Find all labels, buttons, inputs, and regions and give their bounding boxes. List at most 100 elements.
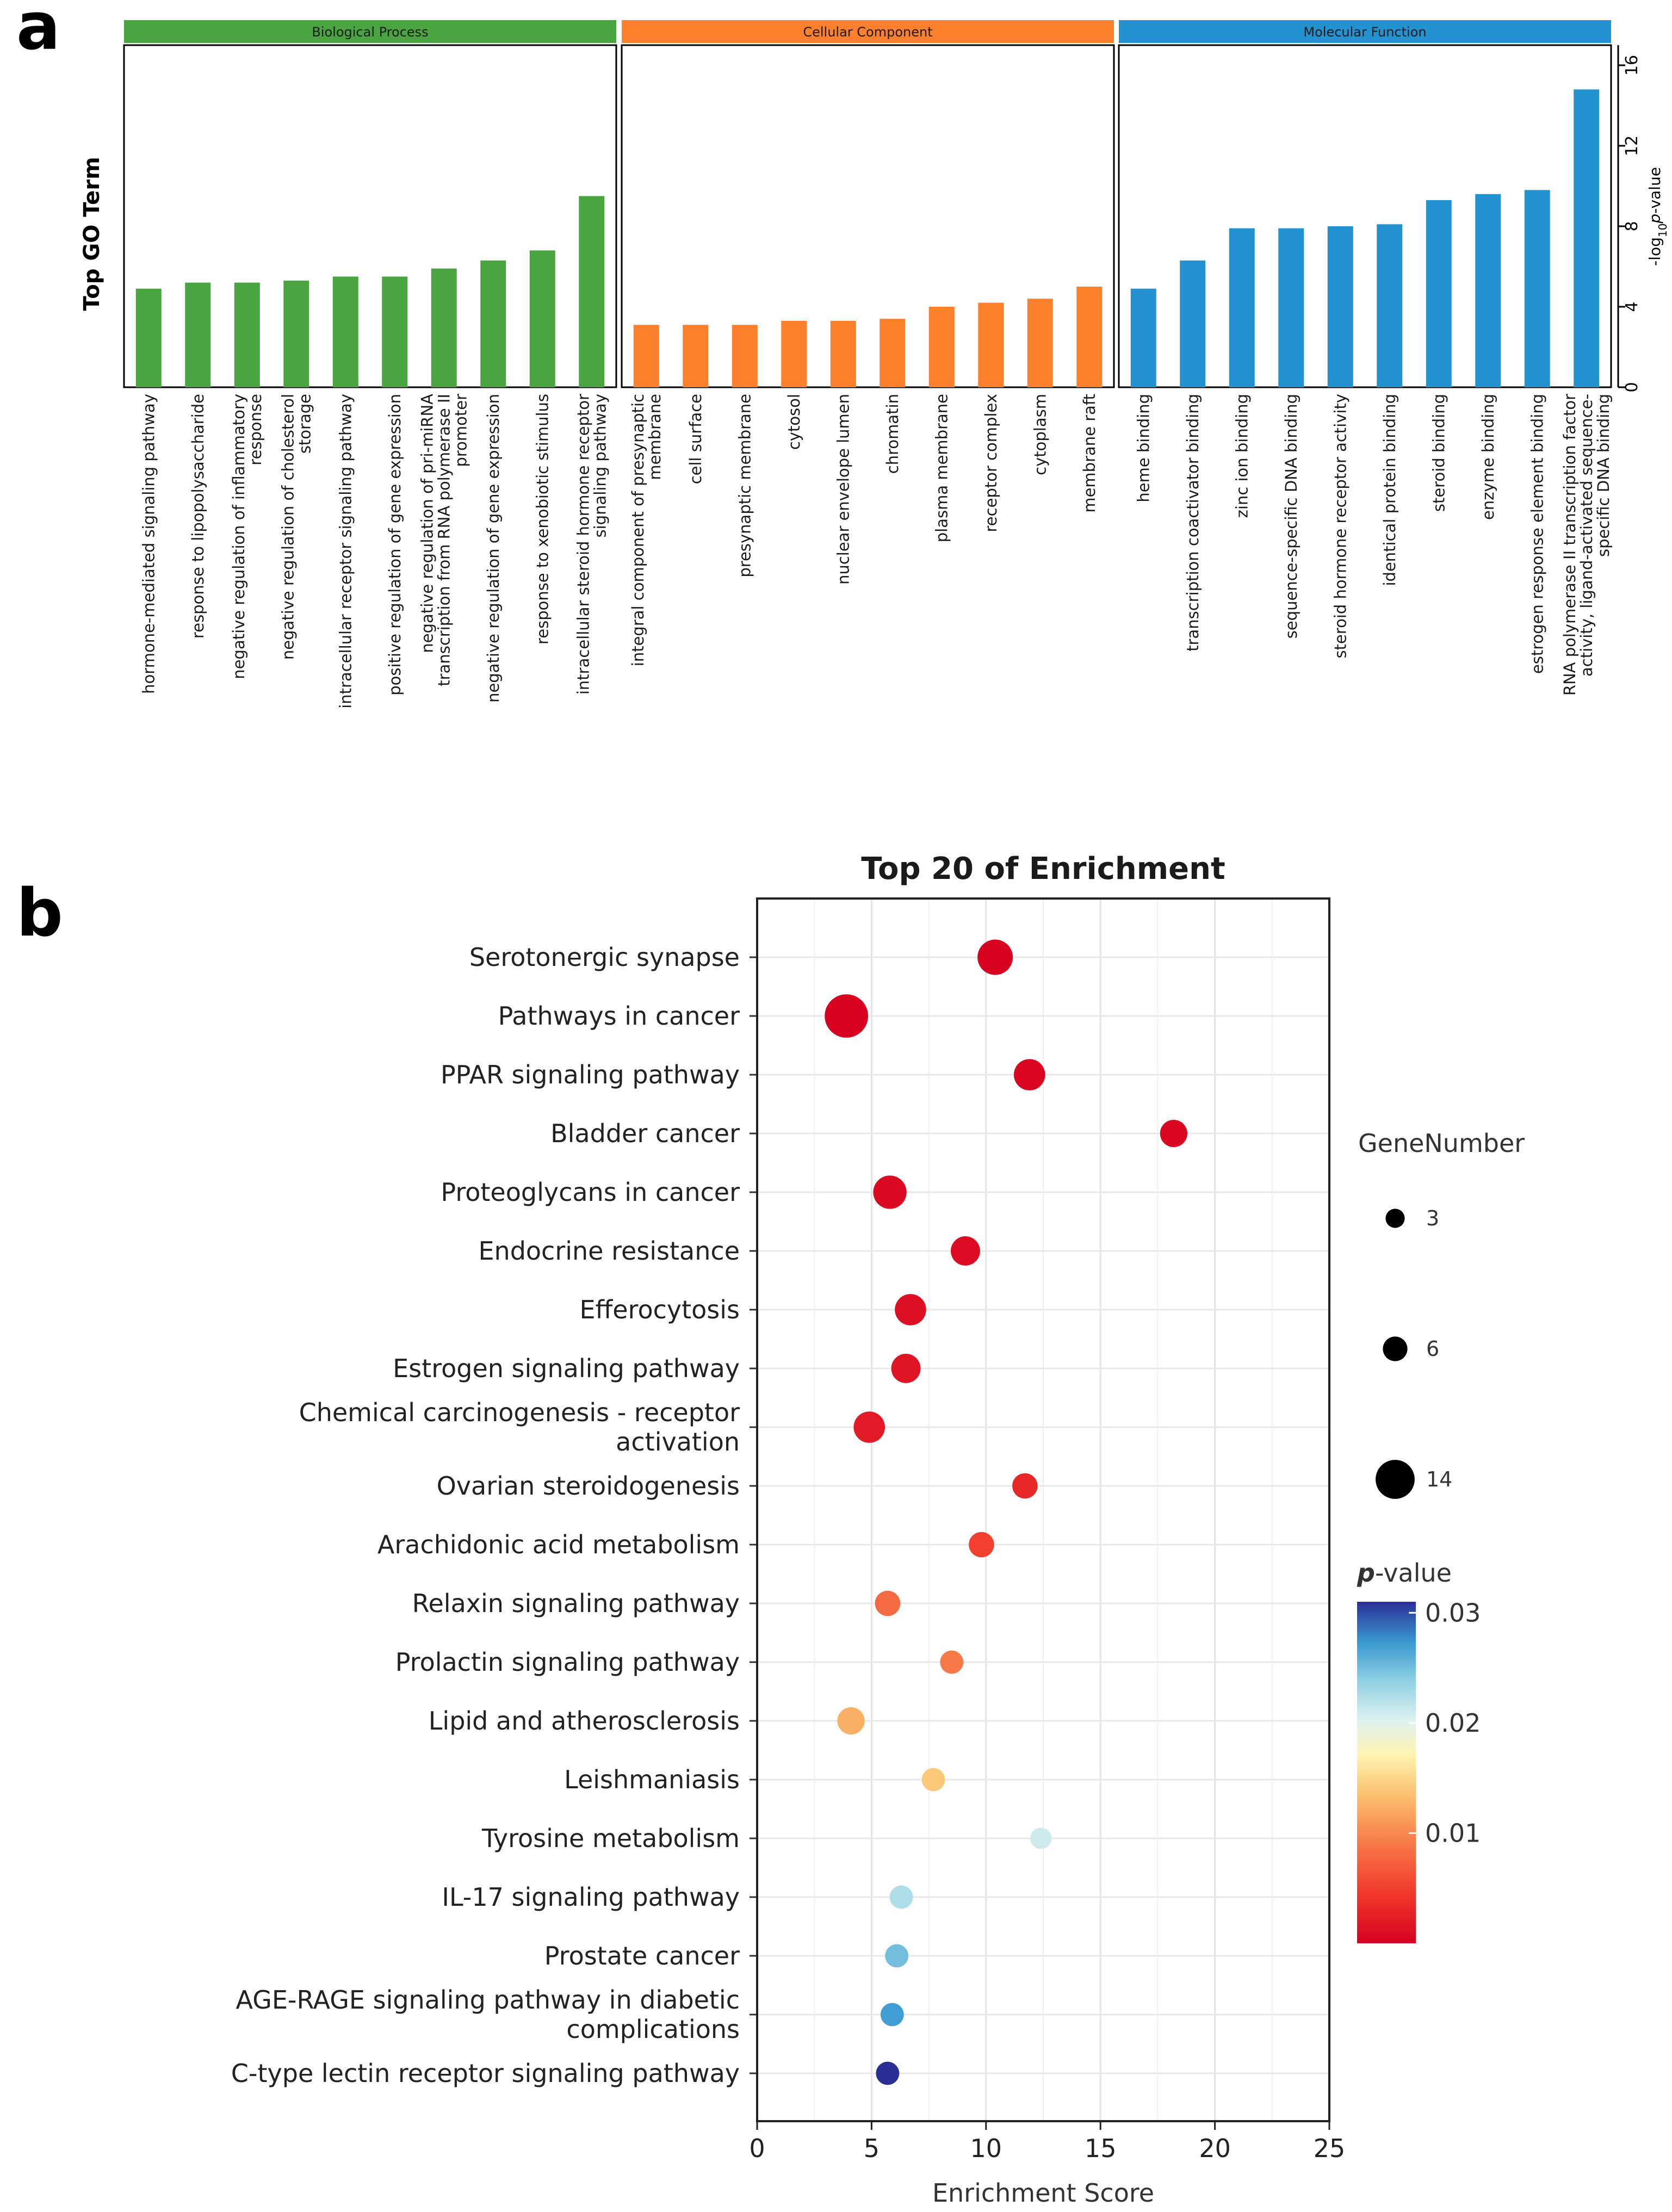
bar-negative-regulation-of-pri-mirna-transcription-f (431, 268, 457, 387)
color-legend-label: 0.02 (1425, 1708, 1481, 1738)
color-legend-title: p-value (1357, 1558, 1452, 1588)
bar-rna-polymerase-ii-transcription-factor-activity- (1574, 89, 1600, 387)
right-axis-ticks: 0 4 8 12 16 (1618, 55, 1642, 393)
bar-integral-component-of-presynaptic-membrane (633, 325, 659, 387)
y-tick-label: Efferocytosis (579, 1295, 740, 1324)
point-prostate-cancer (885, 1944, 909, 1968)
x-tick-label: negative regulation of gene expression (484, 394, 503, 703)
bar-intracellular-receptor-signaling-pathway (332, 276, 358, 387)
x-axis-label: Enrichment Score (932, 2178, 1154, 2208)
x-tick-label: nuclear envelope lumen (834, 394, 852, 585)
x-tick-label: intracellular receptor signaling pathway (336, 394, 355, 709)
x-tick-label: zinc ion binding (1233, 394, 1251, 518)
point-ppar-signaling-pathway (1013, 1059, 1045, 1090)
x-tick-label: 10 (970, 2134, 1002, 2163)
color-legend: p-value 0.01 0.02 0.03 (1357, 1558, 1481, 1943)
color-legend-label: 0.03 (1425, 1598, 1481, 1627)
y2-tick-label: 12 (1623, 135, 1642, 156)
point-tyrosine-metabolism (1030, 1827, 1052, 1849)
y-tick-label: AGE-RAGE signaling pathway in diabetic co… (236, 1985, 740, 2044)
facet-strip (622, 20, 1114, 43)
size-legend-entries: 3 6 14 (1376, 1206, 1452, 1499)
bar-heme-binding (1130, 288, 1156, 387)
x-tick-label: membrane raft (1080, 394, 1099, 513)
bar-identical-protein-binding (1377, 224, 1403, 387)
bar-steroid-binding (1426, 200, 1452, 387)
point-relaxin-signaling-pathway (875, 1590, 901, 1616)
bar-zinc-ion-binding (1229, 228, 1255, 387)
y-tick-label: C-type lectin receptor signaling pathway (231, 2059, 740, 2088)
x-tick-label: response to lipopolysaccharide (189, 394, 207, 639)
point-pathways-in-cancer (825, 994, 869, 1038)
bar-negative-regulation-of-gene-expression (480, 260, 506, 387)
plot-frame (756, 897, 1330, 2122)
x-tick-label: 15 (1085, 2134, 1117, 2163)
panel-label-a: a (16, 0, 60, 65)
x-tick-label: heme binding (1134, 394, 1153, 503)
y-tick-label: Leishmaniasis (564, 1765, 740, 1794)
x-tick-label: negative regulation of pri-miRNAtranscri… (418, 394, 470, 686)
facet-molecular-function: Molecular Function heme binding transcript… (1118, 20, 1613, 696)
go-facets: Biological Process hormone-mediated signa… (123, 20, 1613, 709)
point-estrogen-signaling-pathway (891, 1354, 921, 1383)
y-tick-label: Pathways in cancer (498, 1001, 740, 1031)
point-ovarian-steroidogenesis (1012, 1473, 1038, 1499)
size-legend-label: 6 (1426, 1337, 1439, 1361)
x-tick-label: sequence-specific DNA binding (1282, 394, 1301, 639)
facet-title: Cellular Component (803, 24, 932, 40)
bar-response-to-xenobiotic-stimulus (529, 250, 555, 387)
point-serotonergic-synapse (977, 939, 1013, 975)
y-tick-label: Serotonergic synapse (469, 943, 740, 972)
bar-sequence-specific-dna-binding (1278, 228, 1304, 387)
x-tick-label: negative regulation of inflammatoryrespo… (230, 394, 265, 679)
point-proteoglycans-in-cancer (873, 1175, 907, 1209)
y-tick-label: Prostate cancer (544, 1941, 740, 1971)
size-legend-label: 14 (1426, 1467, 1452, 1491)
size-legend-title: GeneNumber (1358, 1129, 1525, 1158)
point-prolactin-signaling-pathway (940, 1650, 964, 1674)
x-tick-label: 20 (1199, 2134, 1231, 2163)
bar-estrogen-response-element-binding (1524, 190, 1550, 387)
bar-receptor-complex (978, 302, 1004, 387)
y2-tick-label: 4 (1623, 301, 1642, 312)
facet-strip (1119, 20, 1611, 43)
y-tick-label: Endocrine resistance (478, 1236, 740, 1266)
data-points (825, 939, 1187, 2085)
y-tick-label: PPAR signaling pathway (441, 1060, 740, 1089)
x-tick-label: response to xenobiotic stimulus (533, 394, 552, 645)
x-tick-label: RNA polymerase II transcription factorac… (1560, 394, 1613, 696)
x-tick-label: hormone-mediated signaling pathway (139, 394, 158, 694)
bar-cell-surface (683, 325, 709, 387)
bar-steroid-hormone-receptor-activity (1327, 226, 1353, 387)
panel-b: b Top 20 of Enrichment Serotonergic syna… (16, 851, 1525, 2208)
bar-enzyme-binding (1475, 194, 1501, 387)
point-age-rage-signaling-pathway-in-diabetic-complicat (880, 2003, 904, 2027)
bar-positive-regulation-of-gene-expression (382, 276, 408, 387)
x-tick-label: 25 (1314, 2134, 1346, 2163)
facet-title: Biological Process (312, 24, 428, 40)
point-efferocytosis (895, 1294, 926, 1325)
chart-title: Top 20 of Enrichment (861, 851, 1225, 887)
y-tick-label: Estrogen signaling pathway (393, 1354, 740, 1383)
x-tick-label: transcription coactivator binding (1184, 394, 1202, 652)
y-axis-tick-labels: Serotonergic synapse Pathways in cancer PP… (231, 943, 757, 2088)
x-tick-label: cytoplasm (1031, 394, 1049, 475)
bar-hormone-mediated-signaling-pathway (135, 288, 162, 387)
bar-nuclear-envelope-lumen (830, 320, 856, 387)
right-axis: 0 4 8 12 16 -log10p-value (1617, 45, 1669, 393)
y2-tick-label: 0 (1623, 382, 1642, 392)
facet-cellular-component: Cellular Component integral component of … (621, 20, 1115, 666)
point-bladder-cancer (1160, 1119, 1187, 1148)
x-tick-label: 0 (749, 2134, 765, 2163)
color-legend-bar (1357, 1602, 1416, 1943)
panel-label-b: b (16, 876, 63, 951)
size-legend-dot (1376, 1460, 1415, 1499)
x-tick-label: cell surface (686, 394, 705, 484)
facet-strip (124, 20, 616, 43)
x-tick-label: steroid hormone receptor activity (1331, 394, 1349, 658)
y-tick-label: Arachidonic acid metabolism (377, 1530, 740, 1559)
bar-plasma-membrane (928, 307, 955, 387)
y-axis-label: Top GO Term (79, 157, 104, 311)
y-tick-label: Relaxin signaling pathway (412, 1589, 740, 1618)
